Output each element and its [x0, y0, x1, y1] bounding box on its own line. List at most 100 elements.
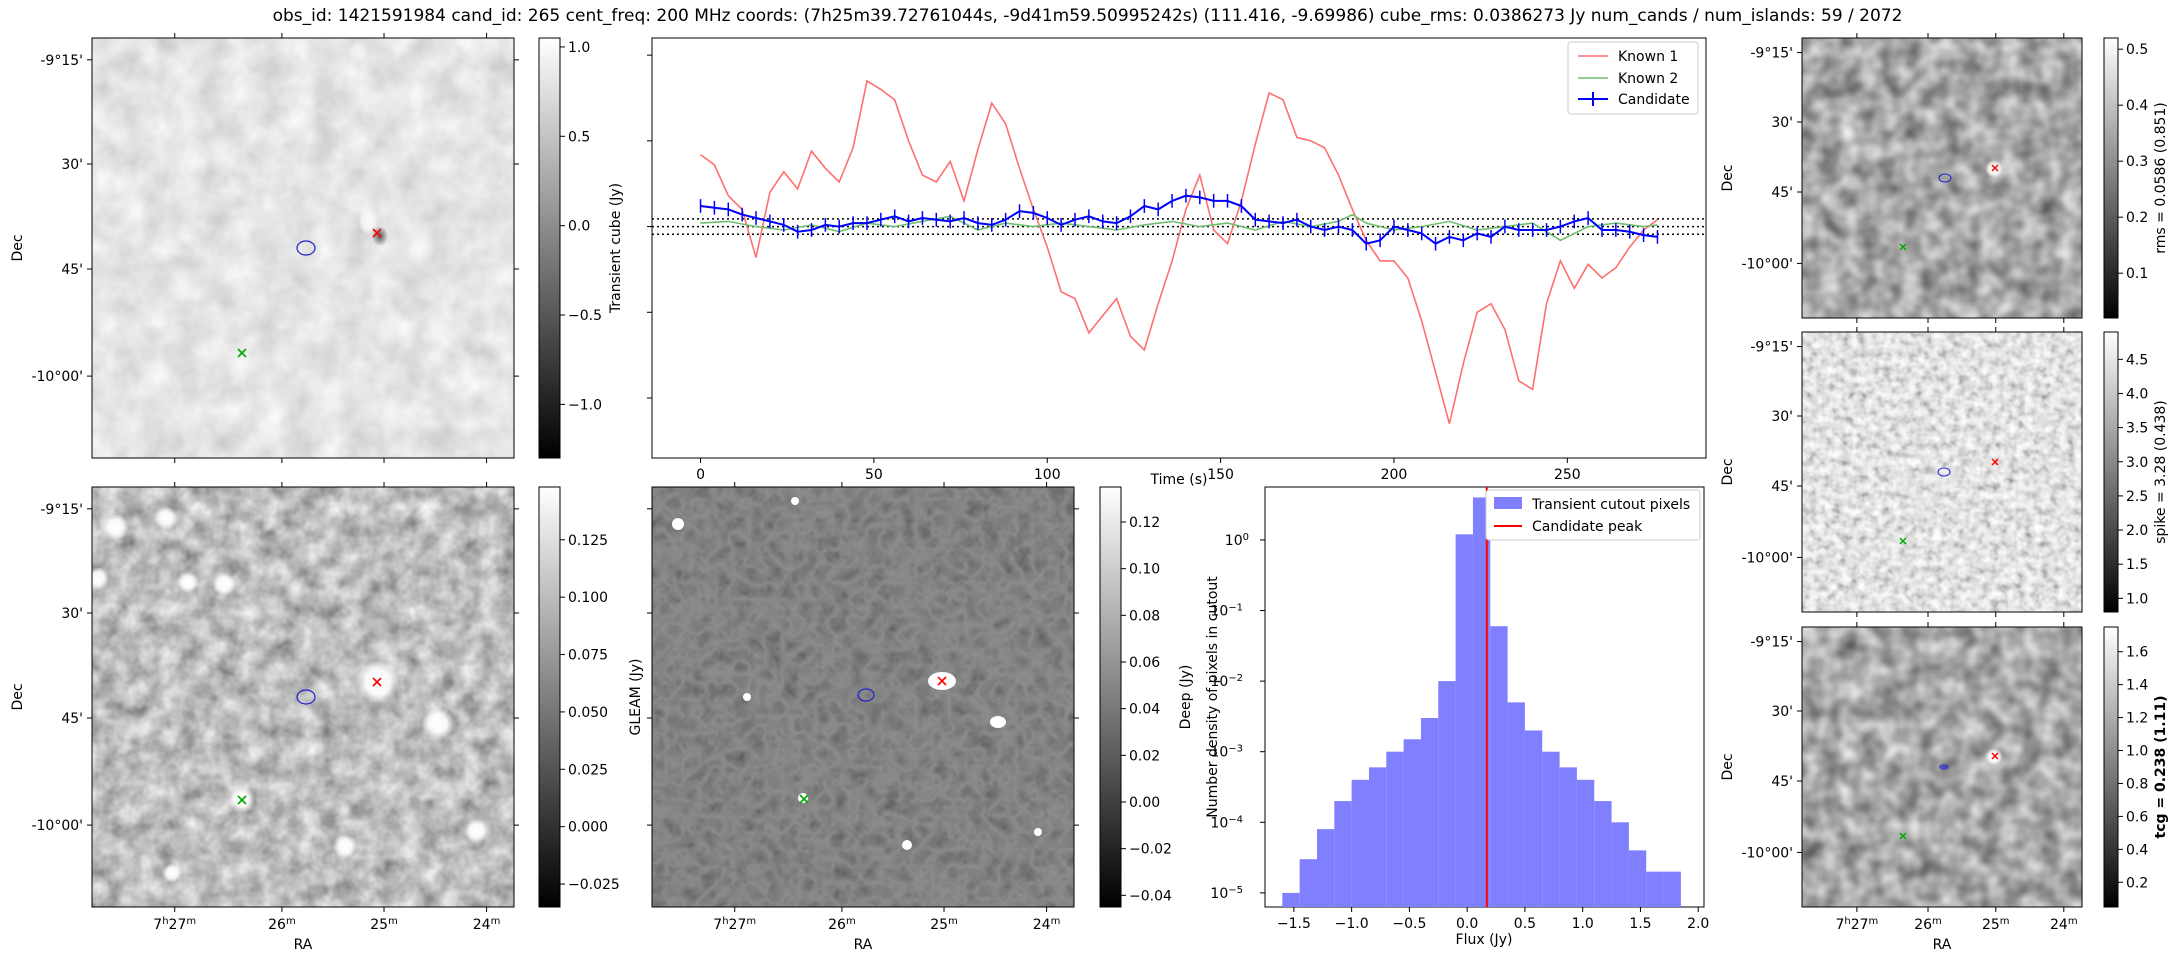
dec-tick-label: 30'	[1771, 704, 1793, 720]
lightcurve-panel: 0 50 100 150 200 250 Time (s) Known 1 Known 2…	[647, 37, 1707, 488]
colorbar-tick-label: 0.6	[2126, 809, 2148, 825]
histogram-ytick-label: 100	[1225, 531, 1249, 549]
colorbar-gradient	[538, 37, 561, 459]
dec-axis-label: Dec	[1720, 458, 1736, 485]
colorbar-tick-label: 0.050	[568, 705, 608, 721]
colorbar-label: Transient cube (Jy)	[608, 183, 624, 314]
dec-axis-label: Dec	[1720, 164, 1736, 191]
dec-tick-label: 45'	[61, 262, 83, 278]
rms-panel	[1801, 37, 2083, 319]
legend-hist-swatch	[1494, 497, 1522, 509]
dec-axis-label: Dec	[10, 683, 26, 710]
known-source-marker-icon	[1899, 243, 1907, 251]
figure-title: obs_id: 1421591984 cand_id: 265 cent_fre…	[272, 6, 1903, 26]
colorbar-tick-label: 0.08	[1129, 608, 1160, 624]
known-source-marker-icon	[799, 794, 809, 804]
colorbar-tick-label: 1.5	[2126, 557, 2148, 573]
transient-cube-panel	[91, 37, 515, 459]
colorbar-tick-label: −0.5	[568, 308, 602, 324]
sky-axis-group: 7h27m 26m 25m 24m RA	[647, 482, 1079, 953]
histogram-bar	[1316, 829, 1335, 907]
colorbar-spike: 4.5 4.0 3.5 3.0 2.5 2.0 1.5 1.0 spike = 3.28 (0.…	[2103, 331, 2169, 613]
histogram-xtick-label: 2.0	[1687, 916, 1709, 932]
colorbar-tick-label: −1.0	[568, 397, 602, 413]
sky-axis-group: -9°15' 30' 45' -10°00' Dec	[1720, 327, 2065, 617]
lightcurve-legend: Known 1 Known 2 Candidate	[1567, 41, 1699, 115]
ra-tick-label: 7h27m	[713, 916, 756, 934]
ra-tick-label: 25m	[930, 916, 958, 934]
colorbar-transient-cube: 1.0 0.5 0.0 −0.5 −1.0 Transient cube (Jy)	[538, 37, 624, 459]
colorbar-tick-label: 4.0	[2126, 386, 2148, 402]
tcg-image	[1802, 627, 2082, 907]
histogram-xtick-label: 1.5	[1629, 916, 1651, 932]
histogram-bar	[1334, 801, 1352, 907]
colorbar-label: GLEAM (Jy)	[628, 659, 644, 736]
histogram-xtick-label: 1.0	[1572, 916, 1594, 932]
spike-image	[1802, 332, 2082, 612]
series-line-known-1	[700, 79, 1658, 424]
histogram-bar	[1490, 626, 1508, 907]
sky-axis-group: -9°15' 30' 45' -10°00' Dec	[1720, 33, 2065, 323]
colorbar-tick-label: 0.4	[2126, 842, 2148, 858]
source-contour	[1939, 764, 1949, 770]
candidate-marker-icon	[1991, 752, 1999, 760]
known-source-marker-icon	[237, 348, 247, 358]
histogram-bar	[1611, 822, 1629, 907]
colorbar-tick-label: 0.075	[568, 648, 608, 664]
source-contour	[1937, 467, 1951, 477]
legend-peak-label: Candidate peak	[1532, 519, 1643, 535]
gleam-panel	[91, 486, 515, 908]
lightcurve-xtick-label: 250	[1554, 467, 1581, 483]
sky-axes: -9°15' 30' 45' -10°00' Dec 7h27m 26m 25m 24m -9°1…	[10, 33, 2078, 953]
lightcurve-xtick-label: 0	[696, 467, 705, 483]
histogram-bar	[1576, 779, 1595, 907]
histogram-bar	[1524, 730, 1543, 907]
dec-tick-label: -9°15'	[1750, 635, 1793, 651]
legend-known2-label: Known 2	[1618, 71, 1678, 87]
colorbar-tick-label: −0.04	[1129, 888, 1172, 904]
histogram-xtick-label: 0.0	[1456, 916, 1478, 932]
dec-tick-label: 45'	[61, 711, 83, 727]
histogram-bar	[1438, 681, 1456, 907]
dec-tick-label: -10°00'	[1741, 550, 1793, 566]
colorbar-tick-label: −0.025	[568, 877, 620, 893]
dec-tick-label: -10°00'	[31, 818, 83, 834]
histogram-bar	[1299, 859, 1317, 907]
colorbar-tick-label: 0.10	[1129, 562, 1160, 578]
colorbar-tick-label: 1.0	[2126, 591, 2148, 607]
histogram-ytick-label: 10−5	[1210, 884, 1243, 902]
histogram-xlabel: Flux (Jy)	[1456, 932, 1513, 948]
colorbar-tick-label: 0.025	[568, 762, 608, 778]
histogram-panel: −1.5 −1.0 −0.5 0.0 0.5 1.0 1.5 2.010010−110−210…	[1205, 486, 1709, 948]
ra-tick-label: 24m	[473, 916, 501, 934]
colorbar-deep: 0.12 0.10 0.08 0.06 0.04 0.02 0.00 −0.02 −0.04 De…	[1099, 486, 1194, 908]
histogram-bar	[1594, 801, 1612, 907]
lightcurve-xtick-label: 50	[865, 467, 883, 483]
colorbar-tick-label: 4.5	[2126, 352, 2148, 368]
colorbar-tick-label: 0.8	[2126, 776, 2148, 792]
dec-tick-label: 45'	[1771, 774, 1793, 790]
dec-tick-label: 30'	[1771, 115, 1793, 131]
histogram-xtick-label: −0.5	[1392, 916, 1426, 932]
colorbar-label: rms = 0.0586 (0.851)	[2153, 102, 2169, 254]
dec-tick-label: 45'	[1771, 185, 1793, 201]
source-contour	[1938, 173, 1952, 183]
series-line-candidate	[700, 194, 1658, 245]
colorbar-gradient	[538, 486, 561, 908]
ra-tick-label: 25m	[1982, 916, 2010, 934]
dec-tick-label: 30'	[1771, 409, 1793, 425]
colorbar-tick-label: 0.2	[2126, 875, 2148, 891]
dec-axis-label: Dec	[10, 234, 26, 261]
dec-tick-label: 30'	[61, 606, 83, 622]
dec-axis-label: Dec	[1720, 753, 1736, 780]
lightcurve-xtick-label: 100	[1034, 467, 1061, 483]
dec-tick-label: -9°15'	[1750, 340, 1793, 356]
colorbar-tick-label: 2.0	[2126, 523, 2148, 539]
histogram-xtick-label: 0.5	[1514, 916, 1536, 932]
ra-tick-label: 26m	[828, 916, 856, 934]
dec-tick-label: -10°00'	[1741, 256, 1793, 272]
colorbar-tick-label: 0.000	[568, 820, 608, 836]
candidate-marker-icon	[372, 677, 382, 687]
legend-known1-label: Known 1	[1618, 49, 1678, 65]
